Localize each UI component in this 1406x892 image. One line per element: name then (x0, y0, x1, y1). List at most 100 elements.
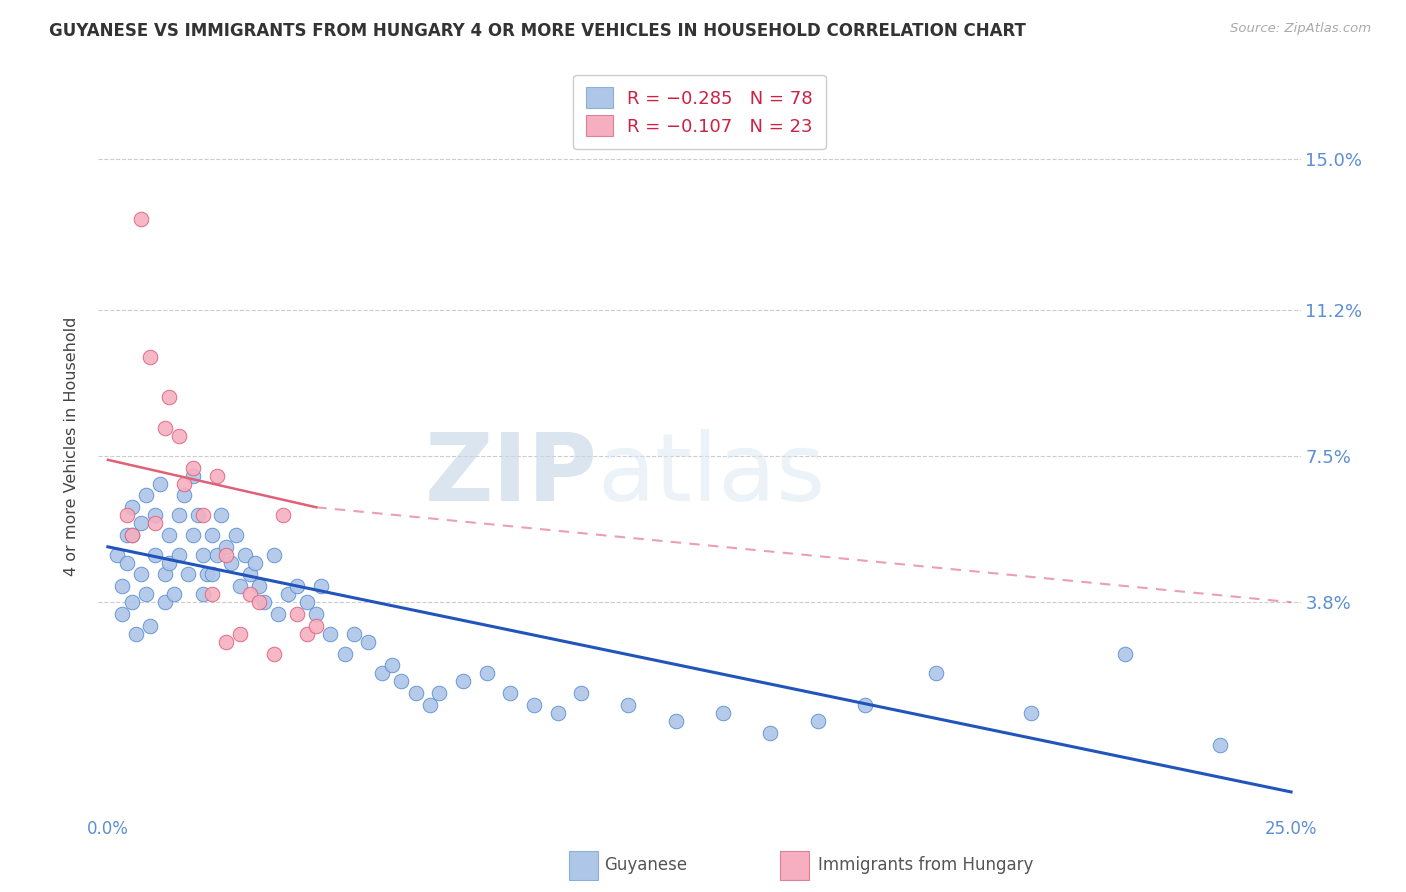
Point (305, 619, 328, 633)
Point (173, 476, 195, 491)
Point (309, 579, 332, 593)
Point (135, 488, 157, 502)
Point (187, 508, 209, 523)
Point (499, 686, 522, 700)
Point (523, 698, 546, 712)
Text: atlas: atlas (598, 429, 825, 521)
Point (143, 508, 166, 523)
Point (229, 627, 252, 641)
Point (239, 567, 262, 582)
Point (285, 579, 308, 593)
Point (121, 500, 143, 515)
Point (215, 634, 238, 648)
Point (247, 595, 270, 609)
Point (1114, 647, 1136, 661)
Point (319, 627, 342, 641)
Point (201, 587, 224, 601)
Text: GUYANESE VS IMMIGRANTS FROM HUNGARY 4 OR MORE VEHICLES IN HOUSEHOLD CORRELATION : GUYANESE VS IMMIGRANTS FROM HUNGARY 4 OR… (49, 22, 1026, 40)
Y-axis label: 4 or more Vehicles in Household: 4 or more Vehicles in Household (65, 317, 79, 575)
Point (233, 548, 256, 562)
Point (143, 516, 166, 530)
Point (925, 666, 948, 681)
Point (201, 567, 224, 582)
Point (129, 516, 152, 530)
Point (711, 706, 734, 720)
Point (129, 567, 152, 582)
Point (181, 460, 204, 475)
Point (121, 595, 143, 609)
Point (201, 528, 224, 542)
Point (143, 548, 166, 562)
Point (115, 556, 138, 570)
Point (191, 587, 214, 601)
Point (1209, 738, 1232, 752)
Point (295, 595, 318, 609)
Point (157, 528, 180, 542)
Point (111, 607, 134, 621)
Point (135, 587, 157, 601)
Text: Guyanese: Guyanese (605, 856, 688, 874)
Point (115, 528, 138, 542)
Point (173, 488, 195, 502)
Point (305, 607, 328, 621)
Point (427, 686, 450, 700)
Point (121, 528, 143, 542)
Point (343, 627, 366, 641)
Point (389, 674, 412, 689)
Point (111, 579, 134, 593)
Text: ZIP: ZIP (425, 429, 598, 521)
Point (205, 548, 228, 562)
Point (195, 567, 218, 582)
Point (121, 528, 143, 542)
Legend: R = −0.285   N = 78, R = −0.107   N = 23: R = −0.285 N = 78, R = −0.107 N = 23 (574, 75, 825, 149)
Point (139, 350, 162, 364)
Point (451, 674, 474, 689)
Point (153, 567, 176, 582)
Point (191, 548, 214, 562)
Point (243, 556, 266, 570)
Point (285, 607, 308, 621)
Point (215, 540, 238, 554)
Point (167, 429, 190, 443)
Point (167, 548, 190, 562)
Point (357, 634, 380, 648)
Point (333, 647, 356, 661)
Point (853, 698, 876, 712)
Point (157, 390, 180, 404)
Text: Source: ZipAtlas.com: Source: ZipAtlas.com (1230, 22, 1371, 36)
Point (371, 666, 394, 681)
Point (759, 725, 782, 739)
Point (215, 548, 238, 562)
Point (181, 468, 204, 483)
Point (211, 508, 233, 523)
Point (115, 508, 138, 523)
Point (139, 619, 162, 633)
Point (167, 508, 190, 523)
Point (277, 587, 299, 601)
Point (229, 579, 252, 593)
Point (157, 556, 180, 570)
Text: Immigrants from Hungary: Immigrants from Hungary (818, 856, 1033, 874)
Point (163, 587, 186, 601)
Point (475, 666, 498, 681)
Point (381, 658, 404, 673)
Point (1019, 706, 1042, 720)
Point (219, 556, 242, 570)
Point (225, 528, 247, 542)
Point (263, 548, 285, 562)
Point (295, 627, 318, 641)
Point (239, 587, 262, 601)
Point (665, 714, 688, 728)
Point (125, 627, 148, 641)
Point (547, 706, 569, 720)
Point (149, 476, 172, 491)
Point (405, 686, 427, 700)
Point (267, 607, 290, 621)
Point (569, 686, 592, 700)
Point (205, 468, 228, 483)
Point (617, 698, 640, 712)
Point (263, 647, 285, 661)
Point (253, 595, 276, 609)
Point (807, 714, 830, 728)
Point (177, 567, 200, 582)
